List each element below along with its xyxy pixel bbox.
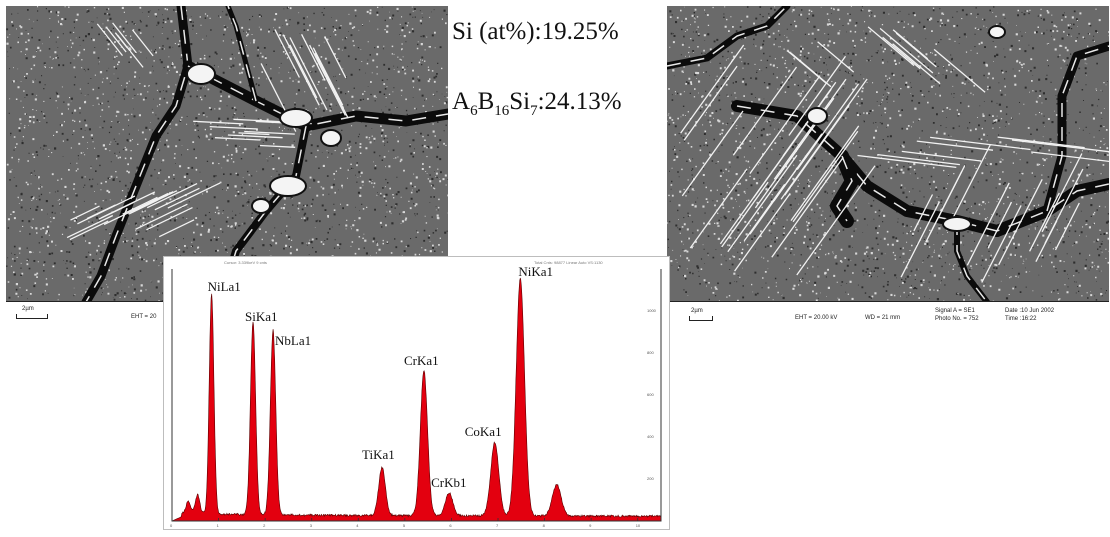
x-tick-label: 4 <box>356 523 359 528</box>
x-tick-label: 5 <box>402 523 406 528</box>
x-tick-label: 3 <box>309 523 312 528</box>
signal-label-right: Signal A = SE1 <box>935 308 975 314</box>
sem-databar-right: 2µm EHT = 20.00 kV WD = 21 mm Signal A =… <box>667 301 1109 336</box>
sem-micrograph-left <box>6 6 448 302</box>
peak-label-nila1: NiLa1 <box>207 279 241 295</box>
formula-subscript-b: 16 <box>494 103 510 119</box>
y-tick-label: 800 <box>647 350 654 355</box>
formula-element-si: Si <box>509 88 531 115</box>
formula-element-a: A <box>452 88 471 115</box>
peak-label-coka1: CoKa1 <box>464 424 502 440</box>
peak-label-tika1: TiKa1 <box>362 447 395 463</box>
si-composition-text: Si (at%):19.25% <box>452 18 619 45</box>
y-tick-label: 1000 <box>647 308 656 313</box>
eht-label-right: EHT = 20.00 kV <box>795 315 838 321</box>
time-label-right: Time :16:22 <box>1005 316 1037 322</box>
boride-composition-text: A6B16Si7:24.13% <box>452 88 622 120</box>
x-tick-label: 10 <box>635 523 641 528</box>
y-tick-label: 400 <box>647 434 654 439</box>
spectrum-header-left: Cursor: 3.339keV 9 cnts <box>224 260 267 265</box>
formula-subscript-si: 7 <box>530 103 538 119</box>
formula-element-b: B <box>477 88 495 115</box>
peak-label-nika1: NiKa1 <box>518 264 554 280</box>
peak-label-crkb1: CrKb1 <box>431 474 467 490</box>
x-tick-label: 9 <box>589 523 592 528</box>
x-tick-label: 8 <box>542 523 545 528</box>
peak-label-crka1: CrKa1 <box>403 352 439 368</box>
scale-label-left: 2µm <box>22 306 34 312</box>
scale-label-right: 2µm <box>691 308 703 314</box>
formula-subscript-a: 6 <box>470 103 478 119</box>
spectrum-area <box>171 277 662 522</box>
photo-label-right: Photo No. = 752 <box>935 316 979 322</box>
sem-image-right: 2µm EHT = 20.00 kV WD = 21 mm Signal A =… <box>667 6 1109 336</box>
x-tick-label: 1 <box>216 523 219 528</box>
x-tick-label: 7 <box>496 523 499 528</box>
eds-spectrum: Cursor: 3.339keV 9 cnts Total Cnts: 9887… <box>163 256 670 530</box>
y-tick-label: 200 <box>647 476 654 481</box>
scale-bar-right <box>689 316 713 321</box>
boride-value: :24.13% <box>537 88 622 115</box>
peak-label-nbla1: NbLa1 <box>275 332 312 348</box>
scale-bar-left <box>16 314 48 319</box>
eht-label-left: EHT = 20 <box>131 314 157 320</box>
date-label-right: Date :10 Jun 2002 <box>1005 308 1055 314</box>
y-tick-label: 600 <box>647 392 654 397</box>
sem-micrograph-right <box>667 6 1109 302</box>
x-tick-label: 2 <box>263 523 266 528</box>
wd-label-right: WD = 21 mm <box>865 315 901 321</box>
spectrum-plot <box>171 269 662 522</box>
spectrum-header-right: Total Cnts: 98877 Linear Auto VS:1130 <box>534 260 603 265</box>
x-tick-label: 0 <box>170 523 173 528</box>
x-tick-label: 6 <box>449 523 452 528</box>
peak-label-sika1: SiKa1 <box>245 308 278 324</box>
